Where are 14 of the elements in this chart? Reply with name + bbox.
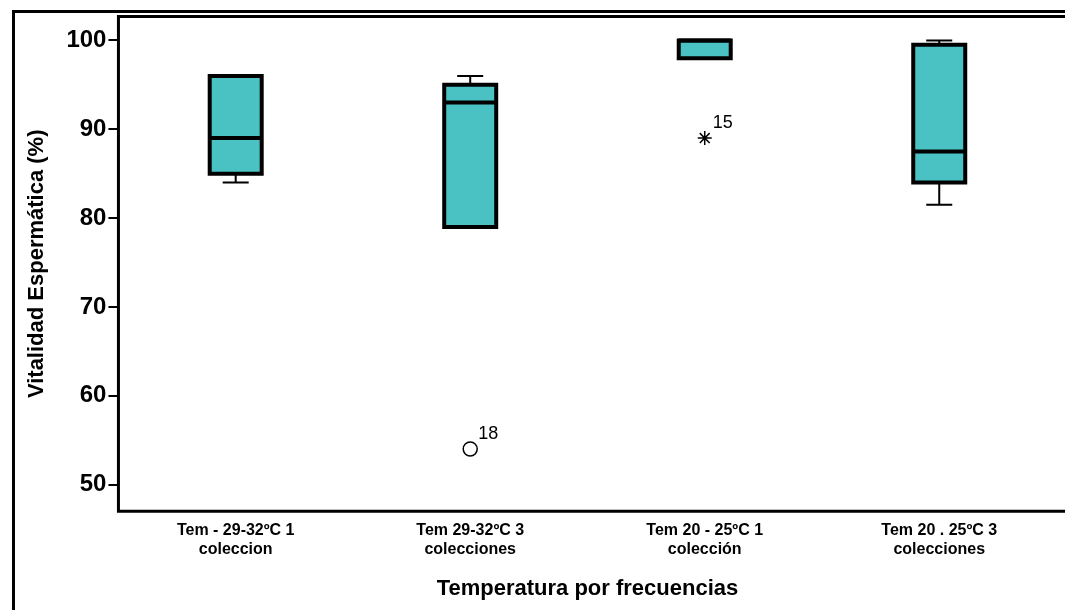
x-axis-title: Temperatura por frecuencias [436,574,739,600]
y-tick-label: 90 [79,113,107,141]
y-tick-label: 50 [79,469,107,497]
x-tick-label: Tem 20 . 25ºC 3 colecciones [881,521,998,558]
annotation: 18 [478,422,499,443]
y-tick-label: 60 [79,380,107,408]
x-tick-label: Tem 29-32ºC 3 colecciones [416,521,525,558]
x-tick-label: Tem - 29-32ºC 1 coleccion [176,521,295,558]
y-axis-title: Vitalidad Espermática (%) [23,129,49,399]
y-tick-label: 80 [79,202,107,230]
y-tick-label: 70 [79,291,107,319]
y-tick-label: 100 [66,25,107,53]
annotation: 15 [712,112,733,133]
x-tick-label: Tem 20 - 25ºC 1 colección [646,521,764,558]
